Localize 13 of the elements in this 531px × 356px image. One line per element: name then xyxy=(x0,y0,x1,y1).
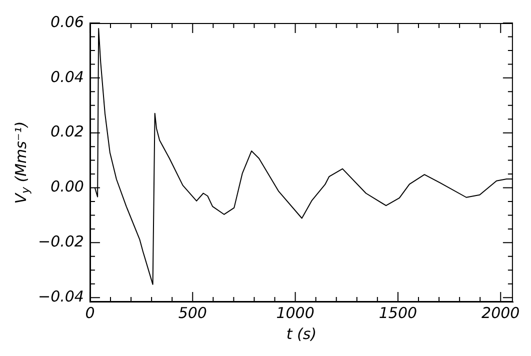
y-tick-label: 0.06 xyxy=(50,12,84,31)
y-tick-label: 0.04 xyxy=(50,68,84,86)
x-tick-label: 500 xyxy=(178,304,207,322)
x-tick-label: 2000 xyxy=(482,304,520,322)
y-tick-label: 0.00 xyxy=(50,178,84,196)
y-tick-label: −0.02 xyxy=(38,232,84,251)
y-tick-label: −0.04 xyxy=(38,287,84,306)
y-axis-title: Vy (Mms⁻¹) xyxy=(12,121,32,204)
x-tick-label: 0 xyxy=(85,304,95,322)
x-axis-title: t (s) xyxy=(286,324,317,343)
x-tick-label: 1000 xyxy=(276,304,314,322)
x-tick-label: 1500 xyxy=(378,304,418,322)
y-tick-label: 0.02 xyxy=(50,122,84,141)
